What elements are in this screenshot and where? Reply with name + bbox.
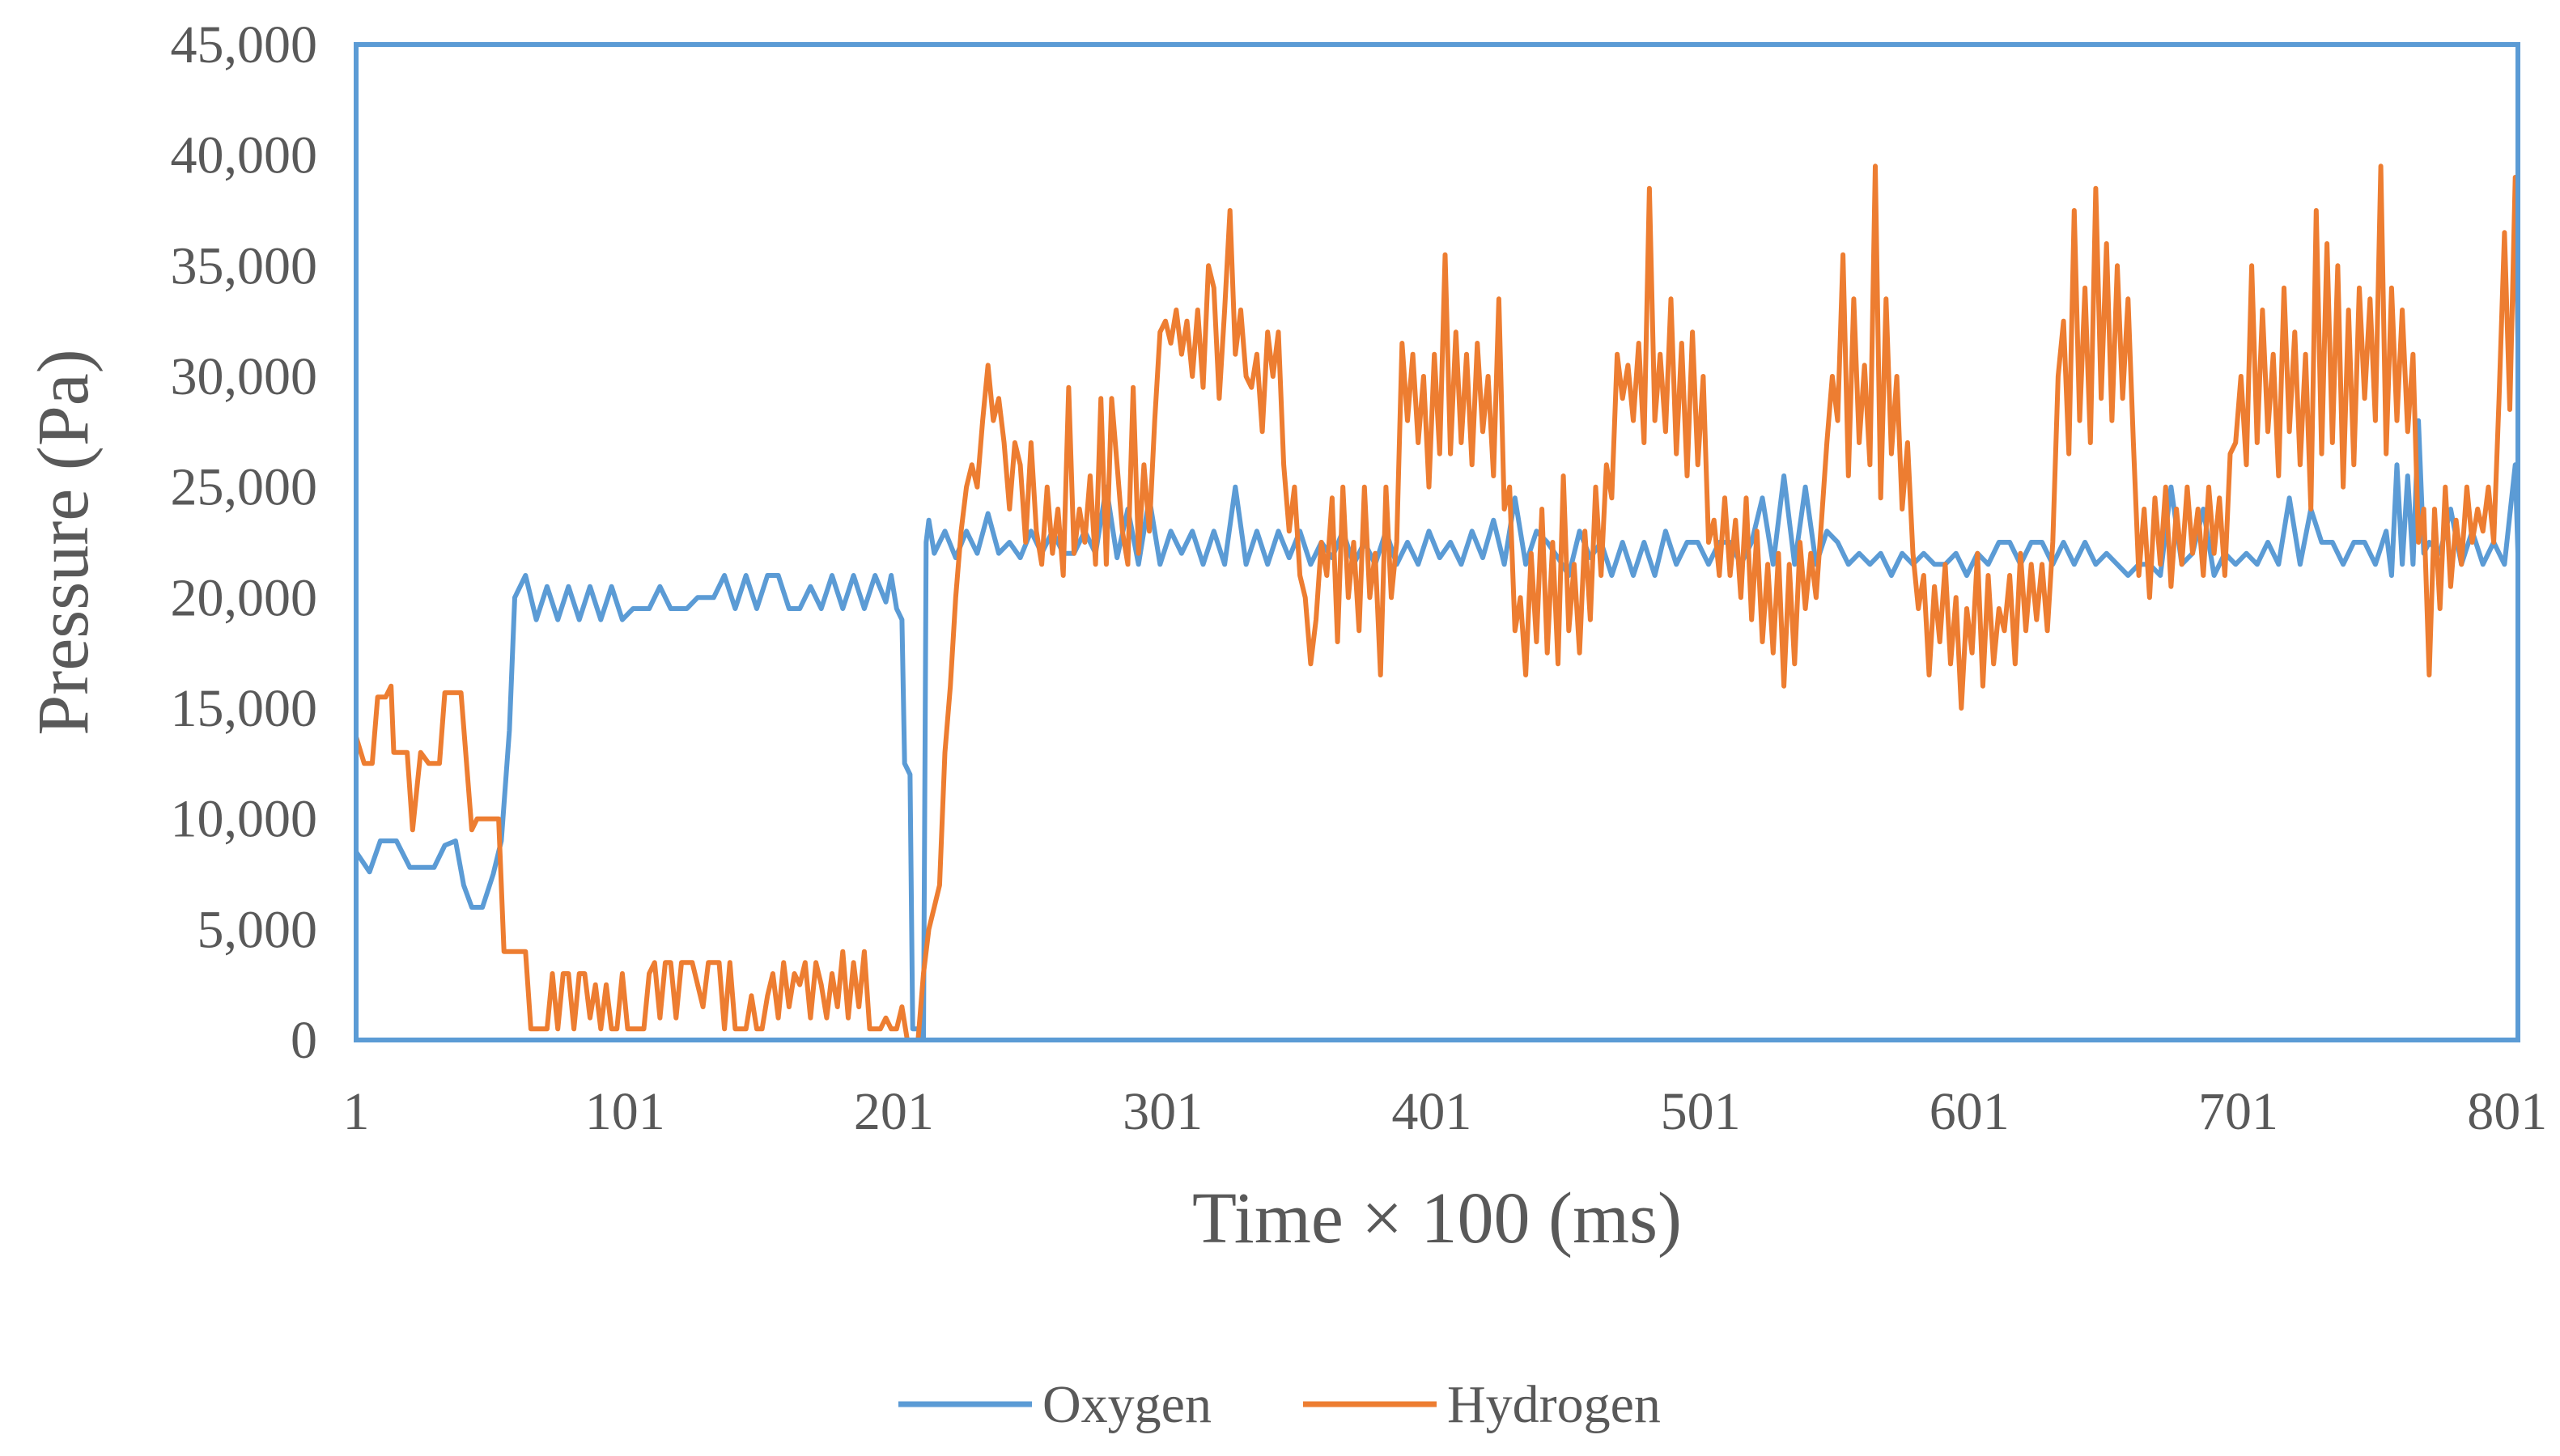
- y-tick-label: 30,000: [171, 347, 318, 406]
- x-tick-label: 201: [854, 1082, 934, 1141]
- x-tick-label: 401: [1391, 1082, 1471, 1141]
- plot-area-frame: [354, 42, 2520, 1042]
- legend-item-oxygen: Oxygen: [898, 1375, 1212, 1434]
- x-tick-label: 501: [1661, 1082, 1741, 1141]
- series-line-oxygen: [354, 418, 2520, 1042]
- x-axis-tick-labels: 1 101 201 301 401 501 601 701 801: [343, 1082, 2548, 1141]
- x-tick-label: 301: [1123, 1082, 1203, 1141]
- x-tick-label: 701: [2198, 1082, 2278, 1141]
- series-line-hydrogen: [354, 163, 2520, 1042]
- x-tick-label: 601: [1930, 1082, 2010, 1141]
- y-axis-title: Pressure (Pa): [23, 349, 104, 735]
- y-tick-label: 0: [291, 1011, 317, 1070]
- y-tick-label: 5,000: [197, 900, 318, 959]
- y-tick-label: 35,000: [171, 236, 318, 295]
- x-tick-label: 1: [343, 1082, 370, 1141]
- series-layer: [354, 163, 2520, 1042]
- legend-item-hydrogen: Hydrogen: [1303, 1375, 1661, 1434]
- y-tick-label: 45,000: [171, 15, 318, 74]
- y-tick-label: 25,000: [171, 458, 318, 517]
- y-tick-label: 10,000: [171, 790, 318, 849]
- y-tick-label: 20,000: [171, 568, 318, 627]
- legend: Oxygen Hydrogen: [898, 1375, 1661, 1434]
- x-axis-title: Time × 100 (ms): [1192, 1178, 1682, 1259]
- y-tick-label: 40,000: [171, 126, 318, 185]
- legend-label: Oxygen: [1042, 1375, 1212, 1434]
- y-axis-tick-labels: 0 5,000 10,000 15,000 20,000 25,000 30,000 35,0…: [171, 15, 318, 1070]
- x-tick-label: 101: [585, 1082, 665, 1141]
- legend-label: Hydrogen: [1447, 1375, 1661, 1434]
- y-tick-label: 15,000: [171, 679, 318, 738]
- x-tick-label: 801: [2467, 1082, 2547, 1141]
